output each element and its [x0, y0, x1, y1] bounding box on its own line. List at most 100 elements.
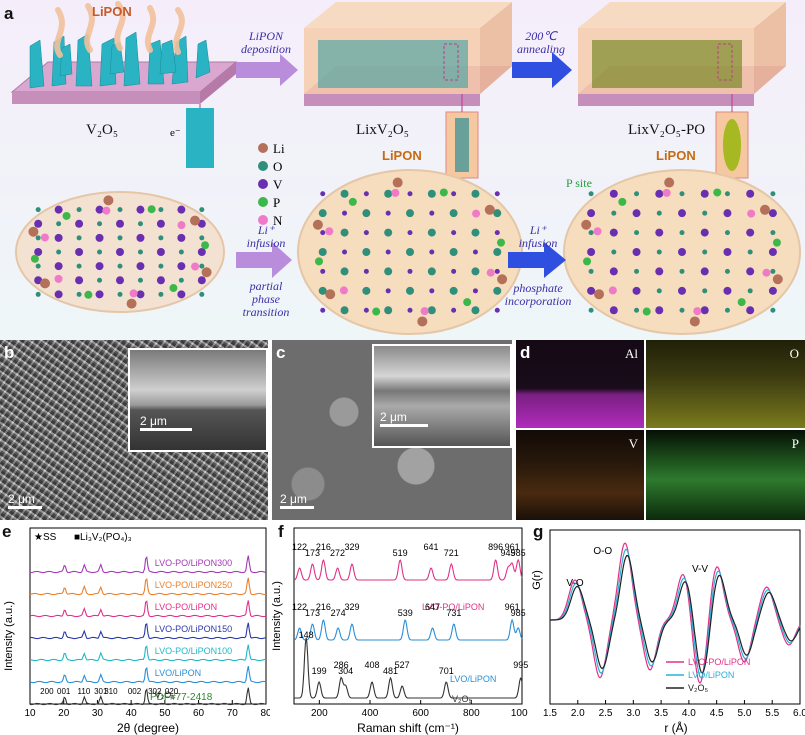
raman-peak-label: 122: [292, 542, 307, 552]
xrd-series-label: LVO-PO/LiPON: [155, 602, 217, 612]
lattice-atom: [451, 268, 457, 274]
lattice-atom: [384, 189, 393, 198]
pdf-xtick-label: 6.0: [793, 708, 805, 719]
li-atom: [484, 204, 495, 215]
lattice-atom: [362, 209, 371, 218]
pdf-axes-frame: [549, 529, 801, 705]
xrd-xtick-label: 80: [260, 708, 270, 719]
edx-map-v: V: [516, 430, 644, 520]
lattice-atom: [679, 268, 685, 274]
lattice-atom: [702, 249, 708, 255]
xrd-xtick-label: 10: [24, 708, 36, 719]
raman-chart: Intensity (a.u.) Raman shift (cm⁻¹) 200 4…: [272, 527, 528, 735]
lattice-atom: [362, 286, 371, 295]
pdf-xtick-label: 2.0: [571, 708, 585, 719]
li-atom: [581, 219, 592, 230]
lattice-atom: [632, 286, 641, 295]
pdf-legend-label: LVO-PO/LiPON: [688, 657, 750, 667]
lattice-atom: [471, 306, 480, 315]
lattice-atom: [363, 230, 369, 236]
lattice-atom: [634, 230, 640, 236]
lattice-atom: [385, 288, 391, 294]
lattice-atom: [177, 205, 186, 214]
atom-legend: Li O V P N: [258, 140, 285, 230]
lattice-atom: [136, 290, 145, 299]
lattice-atom: [75, 276, 84, 285]
raman-peak-label: 408: [365, 660, 380, 670]
lattice-atom: [97, 249, 103, 255]
li-atom: [417, 316, 428, 327]
lattice-atom: [136, 233, 145, 242]
raman-peak-label: 199: [312, 666, 327, 676]
lattice-atom: [76, 291, 82, 297]
lattice-atom: [471, 228, 480, 237]
lattice-atom: [158, 235, 164, 241]
xrd-legend-ss: ★SS: [34, 532, 57, 543]
lattice-atom: [54, 233, 63, 242]
lattice-atom: [429, 249, 435, 255]
lattice-atom: [340, 267, 349, 276]
panel-a: a LiPON LiPON deposition 200℃ annealing …: [0, 0, 805, 340]
raman-peak-label: 539: [398, 608, 413, 618]
lattice-atom: [702, 288, 708, 294]
lattice-atom: [679, 191, 685, 197]
xrd-xlabel: 2θ (degree): [117, 721, 179, 735]
p-atom: [84, 290, 93, 299]
lipon-tag-1: LiPON: [382, 148, 422, 163]
xrd-xtick-label: 40: [126, 708, 138, 719]
lattice-atom: [472, 288, 478, 294]
pdf-series-line: [550, 555, 801, 674]
lattice-atom: [407, 230, 413, 236]
lattice-atom: [318, 209, 327, 218]
raman-peak-label: 173: [305, 548, 320, 558]
panel-b-scale: 2 μm: [8, 492, 42, 509]
panel-letter-e: e: [2, 522, 12, 541]
n-atom: [54, 274, 63, 283]
p-atom: [497, 238, 506, 247]
lattice-atom: [655, 267, 664, 276]
li-atom: [497, 274, 508, 285]
lattice-atom: [427, 228, 436, 237]
xrd-peak-label: 310: [104, 687, 118, 696]
xrd-xtick-label: 70: [227, 708, 239, 719]
li-atom: [28, 226, 39, 237]
lattice-atom: [678, 248, 686, 256]
li-atom: [201, 267, 212, 278]
lattice-atom: [76, 263, 82, 269]
lattice-atom: [35, 207, 41, 213]
panel-letter-c: c: [276, 343, 286, 362]
lattice-atom: [746, 228, 755, 237]
lattice-atom: [746, 267, 755, 276]
raman-peak-label: 519: [393, 548, 408, 558]
lattice-atom: [493, 286, 502, 295]
raman-peak-label: 272: [330, 548, 345, 558]
xrd-series-label: LVO-PO/LiPON100: [155, 646, 232, 656]
li-atom: [103, 195, 114, 206]
raman-xtick-label: 400: [362, 708, 379, 719]
lattice-atom: [34, 248, 43, 256]
li-atom: [664, 177, 675, 188]
lattice-atom: [340, 306, 349, 315]
lattice-atom: [770, 307, 776, 313]
legend-n: N: [258, 212, 285, 230]
raman-peak-label: 274: [331, 608, 346, 618]
li-atom: [189, 215, 200, 226]
lattice-atom: [768, 248, 777, 256]
panel-c-scale: 2 μm: [280, 492, 314, 509]
n-atom: [693, 307, 702, 316]
xrd-series-line: [29, 665, 267, 684]
lattice-atom: [700, 189, 709, 198]
raman-series-label: LVO-PO/LiPON: [422, 602, 484, 612]
pdf-legend-label: V₂O₅: [688, 683, 708, 693]
xrd-xtick-label: 20: [58, 708, 70, 719]
lattice-atom: [406, 286, 414, 295]
xrd-reference: PDF#77-2418: [150, 692, 213, 703]
lattice-atom: [385, 210, 391, 216]
lattice-atom: [75, 219, 84, 228]
lattice-atom: [35, 263, 41, 269]
lattice-atom: [451, 230, 457, 236]
lattice-atom: [116, 276, 124, 285]
n-atom: [747, 209, 756, 218]
p-atom: [583, 257, 592, 266]
p-atom: [314, 257, 323, 266]
